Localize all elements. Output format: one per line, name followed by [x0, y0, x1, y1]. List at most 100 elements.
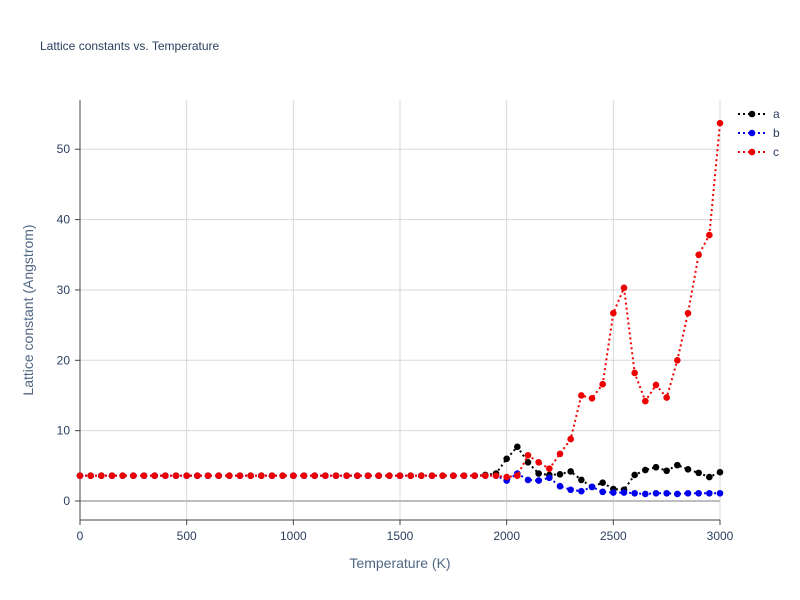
- data-point-b[interactable]: [716, 489, 724, 497]
- data-point-b[interactable]: [524, 476, 532, 484]
- data-point-c[interactable]: [76, 472, 84, 479]
- data-point-b[interactable]: [578, 487, 585, 495]
- data-point-c[interactable]: [279, 472, 286, 479]
- data-point-c[interactable]: [546, 465, 553, 472]
- data-point-b[interactable]: [567, 486, 574, 494]
- data-point-c[interactable]: [695, 251, 702, 259]
- data-point-c[interactable]: [492, 472, 500, 479]
- data-point-b[interactable]: [620, 489, 628, 496]
- data-point-a[interactable]: [503, 455, 510, 463]
- data-point-c[interactable]: [652, 381, 660, 389]
- data-point-a[interactable]: [578, 476, 585, 484]
- data-point-b[interactable]: [642, 490, 649, 498]
- data-point-c[interactable]: [588, 394, 596, 402]
- data-point-c[interactable]: [151, 472, 158, 479]
- data-point-c[interactable]: [258, 472, 265, 479]
- data-point-c[interactable]: [268, 472, 276, 479]
- data-point-c[interactable]: [162, 472, 169, 479]
- data-point-c[interactable]: [396, 472, 404, 479]
- data-point-c[interactable]: [194, 472, 201, 479]
- data-point-c[interactable]: [599, 380, 606, 388]
- data-point-c[interactable]: [418, 472, 425, 479]
- data-point-c[interactable]: [247, 472, 254, 479]
- data-point-c[interactable]: [375, 472, 382, 479]
- data-point-a[interactable]: [684, 466, 692, 473]
- data-point-c[interactable]: [386, 472, 393, 479]
- data-point-c[interactable]: [343, 472, 350, 479]
- data-point-a[interactable]: [652, 463, 660, 471]
- data-point-c[interactable]: [354, 472, 361, 479]
- data-point-a[interactable]: [663, 467, 670, 475]
- data-point-c[interactable]: [535, 459, 542, 466]
- data-point-b[interactable]: [610, 489, 617, 496]
- data-point-c[interactable]: [204, 472, 212, 479]
- data-point-c[interactable]: [578, 392, 585, 399]
- data-point-a[interactable]: [599, 479, 606, 487]
- data-point-c[interactable]: [130, 472, 137, 479]
- data-point-a[interactable]: [706, 473, 713, 481]
- data-point-c[interactable]: [119, 472, 126, 479]
- data-point-c[interactable]: [332, 472, 340, 479]
- data-point-b[interactable]: [663, 489, 670, 497]
- data-point-a[interactable]: [716, 468, 724, 476]
- data-point-b[interactable]: [556, 482, 564, 490]
- data-point-c[interactable]: [663, 394, 670, 401]
- legend-item-c[interactable]: c: [738, 145, 779, 159]
- data-point-b[interactable]: [631, 489, 638, 497]
- data-point-c[interactable]: [642, 397, 649, 405]
- data-point-c[interactable]: [716, 119, 724, 127]
- data-point-c[interactable]: [674, 357, 681, 364]
- data-point-c[interactable]: [706, 231, 713, 239]
- data-point-c[interactable]: [471, 472, 478, 479]
- data-point-b[interactable]: [546, 474, 553, 482]
- data-point-c[interactable]: [460, 472, 468, 479]
- data-point-b[interactable]: [535, 477, 542, 484]
- data-point-c[interactable]: [364, 472, 372, 479]
- data-point-a[interactable]: [524, 459, 532, 466]
- data-point-a[interactable]: [642, 466, 649, 474]
- data-point-c[interactable]: [503, 473, 510, 481]
- data-point-c[interactable]: [610, 309, 617, 317]
- data-point-a[interactable]: [695, 469, 702, 477]
- legend-item-a[interactable]: a: [738, 107, 780, 121]
- data-point-b[interactable]: [674, 490, 681, 498]
- data-point-a[interactable]: [674, 461, 681, 469]
- legend[interactable]: abc: [738, 107, 780, 159]
- data-point-a[interactable]: [535, 470, 542, 477]
- legend-item-b[interactable]: b: [738, 126, 780, 140]
- data-point-c[interactable]: [172, 472, 180, 479]
- data-point-a[interactable]: [567, 468, 574, 475]
- data-point-c[interactable]: [140, 472, 148, 479]
- data-point-b[interactable]: [695, 489, 702, 497]
- data-point-a[interactable]: [631, 471, 638, 479]
- data-point-c[interactable]: [87, 472, 94, 479]
- data-point-c[interactable]: [620, 284, 628, 292]
- data-point-b[interactable]: [599, 488, 606, 496]
- series-c[interactable]: [76, 119, 724, 481]
- data-point-c[interactable]: [514, 472, 521, 479]
- data-point-c[interactable]: [482, 472, 489, 479]
- data-point-c[interactable]: [290, 472, 297, 479]
- data-point-b[interactable]: [706, 489, 713, 497]
- data-point-c[interactable]: [183, 472, 190, 479]
- data-point-c[interactable]: [631, 369, 638, 377]
- data-point-c[interactable]: [215, 472, 222, 479]
- data-point-c[interactable]: [322, 472, 329, 479]
- data-point-a[interactable]: [556, 470, 564, 478]
- data-point-b[interactable]: [588, 483, 596, 491]
- data-point-c[interactable]: [407, 472, 414, 479]
- data-point-c[interactable]: [226, 472, 233, 479]
- data-point-c[interactable]: [236, 472, 244, 479]
- data-point-c[interactable]: [300, 472, 308, 479]
- data-point-c[interactable]: [98, 472, 105, 479]
- data-point-c[interactable]: [684, 309, 692, 317]
- data-point-c[interactable]: [428, 472, 436, 479]
- data-point-b[interactable]: [652, 489, 660, 497]
- data-point-c[interactable]: [439, 472, 446, 479]
- data-point-c[interactable]: [567, 435, 574, 443]
- data-point-c[interactable]: [311, 472, 318, 479]
- data-point-a[interactable]: [514, 443, 521, 451]
- data-point-c[interactable]: [450, 472, 457, 479]
- data-point-c[interactable]: [524, 451, 532, 459]
- data-point-b[interactable]: [684, 489, 692, 497]
